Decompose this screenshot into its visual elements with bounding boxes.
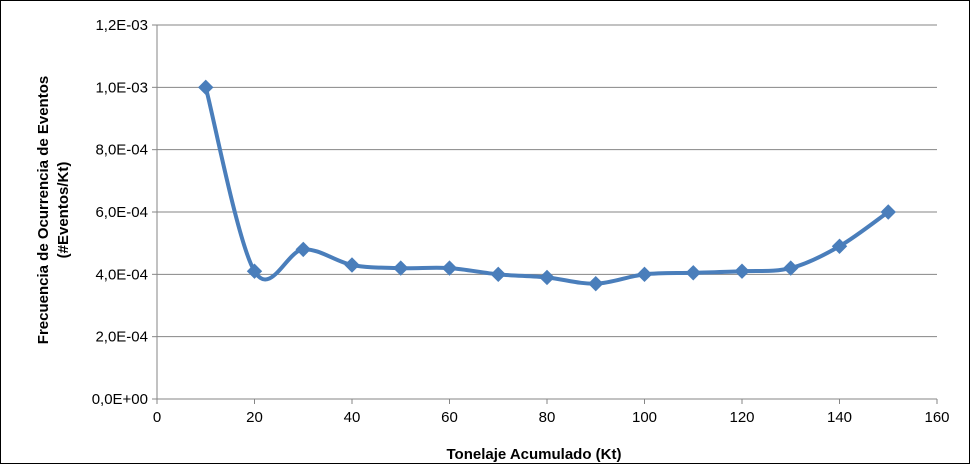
- axes: 0,0E+00 2,0E-04 4,0E-04 6,0E-04 8,0E-04 1,0E-…: [92, 17, 950, 426]
- y-axis-label-line-2: (#Eventos/Kt): [55, 162, 72, 259]
- data-point-marker: [685, 265, 701, 281]
- x-tick-label: 100: [632, 409, 657, 426]
- data-point-marker: [198, 79, 214, 96]
- x-tick-label: 160: [924, 409, 949, 426]
- x-tick-label: 80: [539, 409, 556, 426]
- x-tick-label: 60: [441, 409, 458, 426]
- y-tick-label: 2,0E-04: [95, 329, 148, 346]
- series-line: [203, 86, 890, 286]
- data-point-marker: [393, 260, 409, 276]
- data-point-marker: [880, 204, 896, 220]
- y-tick-label: 1,2E-03: [95, 17, 148, 34]
- y-tick-label: 0,0E+00: [92, 391, 148, 408]
- y-axis-label-line-1: Frecuencia de Ocurrencia de Eventos: [35, 76, 52, 344]
- data-point-marker: [344, 257, 360, 273]
- x-tick-label: 20: [246, 409, 263, 426]
- y-tick-label: 4,0E-04: [95, 266, 148, 283]
- x-tick-label: 140: [827, 409, 852, 426]
- data-point-marker: [490, 266, 506, 283]
- x-tick-label: 40: [344, 409, 361, 426]
- data-point-marker: [831, 238, 848, 254]
- x-tick-label: 120: [729, 409, 754, 426]
- series-group: [198, 79, 896, 292]
- x-axis-label: Tonelaje Acumulado (Kt): [446, 446, 621, 463]
- data-point-marker: [588, 275, 604, 292]
- y-tick-label: 1,0E-03: [95, 79, 148, 96]
- data-point-marker: [441, 260, 458, 276]
- y-tick-label: 8,0E-04: [95, 142, 148, 159]
- x-tick-label: 0: [153, 409, 161, 426]
- data-point-marker: [246, 263, 263, 279]
- data-point-marker: [295, 241, 311, 258]
- data-point-marker: [636, 266, 653, 283]
- grid-lines: [157, 24, 937, 338]
- y-tick-label: 6,0E-04: [95, 204, 148, 221]
- data-point-marker: [783, 260, 799, 276]
- data-point-marker: [734, 263, 750, 279]
- data-point-marker: [539, 269, 555, 286]
